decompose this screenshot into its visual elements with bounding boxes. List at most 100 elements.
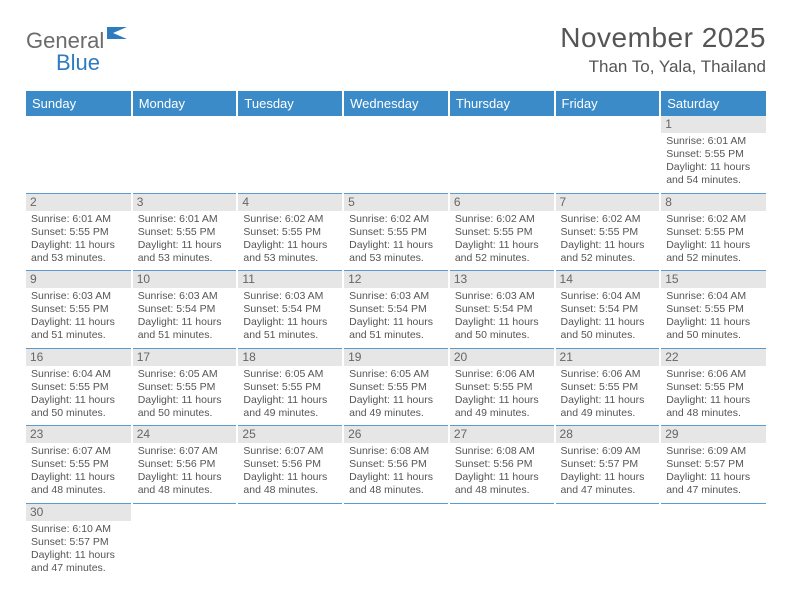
daylight-text: Daylight: 11 hours and 53 minutes.: [138, 239, 232, 265]
calendar-day: 16Sunrise: 6:04 AMSunset: 5:55 PMDayligh…: [26, 348, 132, 426]
calendar-day-empty: [555, 503, 661, 580]
calendar-day: 14Sunrise: 6:04 AMSunset: 5:54 PMDayligh…: [555, 271, 661, 349]
sunset-text: Sunset: 5:57 PM: [561, 458, 655, 471]
day-number: 13: [450, 271, 554, 288]
calendar-day: 9Sunrise: 6:03 AMSunset: 5:55 PMDaylight…: [26, 271, 132, 349]
sunset-text: Sunset: 5:56 PM: [243, 458, 337, 471]
sunset-text: Sunset: 5:54 PM: [455, 303, 549, 316]
calendar-day: 24Sunrise: 6:07 AMSunset: 5:56 PMDayligh…: [132, 426, 238, 504]
sunrise-text: Sunrise: 6:09 AM: [561, 445, 655, 458]
day-number: 27: [450, 426, 554, 443]
sunset-text: Sunset: 5:56 PM: [349, 458, 443, 471]
sunset-text: Sunset: 5:55 PM: [561, 381, 655, 394]
calendar-day: 5Sunrise: 6:02 AMSunset: 5:55 PMDaylight…: [343, 193, 449, 271]
sunrise-text: Sunrise: 6:05 AM: [243, 368, 337, 381]
calendar-day: 29Sunrise: 6:09 AMSunset: 5:57 PMDayligh…: [660, 426, 766, 504]
sunrise-text: Sunrise: 6:07 AM: [138, 445, 232, 458]
day-number: 29: [661, 426, 766, 443]
sunrise-text: Sunrise: 6:03 AM: [138, 290, 232, 303]
calendar-day-empty: [343, 503, 449, 580]
sunset-text: Sunset: 5:56 PM: [455, 458, 549, 471]
sunrise-text: Sunrise: 6:04 AM: [561, 290, 655, 303]
calendar-day: 25 Sunrise: 6:07 AMSunset: 5:56 PMDayligh…: [237, 426, 343, 504]
calendar-day: 13Sunrise: 6:03 AMSunset: 5:54 PMDayligh…: [449, 271, 555, 349]
sunset-text: Sunset: 5:55 PM: [31, 226, 126, 239]
sunset-text: Sunset: 5:55 PM: [561, 226, 655, 239]
daylight-text: Daylight: 11 hours and 51 minutes.: [31, 316, 126, 342]
calendar-week: 2Sunrise: 6:01 AMSunset: 5:55 PMDaylight…: [26, 193, 766, 271]
daylight-text: Daylight: 11 hours and 51 minutes.: [138, 316, 232, 342]
day-number: 15: [661, 271, 766, 288]
daylight-text: Daylight: 11 hours and 47 minutes.: [561, 471, 655, 497]
calendar-day: 11Sunrise: 6:03 AMSunset: 5:54 PMDayligh…: [237, 271, 343, 349]
calendar-day: 8Sunrise: 6:02 AMSunset: 5:55 PMDaylight…: [660, 193, 766, 271]
calendar-body: 1Sunrise: 6:01 AMSunset: 5:55 PMDaylight…: [26, 116, 766, 580]
calendar-day: 22Sunrise: 6:06 AMSunset: 5:55 PMDayligh…: [660, 348, 766, 426]
daylight-text: Daylight: 11 hours and 53 minutes.: [349, 239, 443, 265]
sunset-text: Sunset: 5:55 PM: [31, 458, 126, 471]
daylight-text: Daylight: 11 hours and 47 minutes.: [31, 549, 126, 575]
sunset-text: Sunset: 5:55 PM: [349, 226, 443, 239]
sunset-text: Sunset: 5:55 PM: [243, 226, 337, 239]
calendar-day-empty: [132, 503, 238, 580]
calendar-day: 4Sunrise: 6:02 AMSunset: 5:55 PMDaylight…: [237, 193, 343, 271]
sunset-text: Sunset: 5:57 PM: [666, 458, 761, 471]
sunset-text: Sunset: 5:55 PM: [455, 381, 549, 394]
calendar-day: 19Sunrise: 6:05 AMSunset: 5:55 PMDayligh…: [343, 348, 449, 426]
calendar-day-empty: [660, 503, 766, 580]
sunset-text: Sunset: 5:55 PM: [138, 226, 232, 239]
calendar-day-empty: [449, 116, 555, 193]
daylight-text: Daylight: 11 hours and 48 minutes.: [349, 471, 443, 497]
sunset-text: Sunset: 5:55 PM: [31, 303, 126, 316]
daylight-text: Daylight: 11 hours and 49 minutes.: [243, 394, 337, 420]
weekday-row: SundayMondayTuesdayWednesdayThursdayFrid…: [26, 91, 766, 116]
daylight-text: Daylight: 11 hours and 54 minutes.: [666, 161, 761, 187]
daylight-text: Daylight: 11 hours and 48 minutes.: [243, 471, 337, 497]
calendar-day: 27Sunrise: 6:08 AMSunset: 5:56 PMDayligh…: [449, 426, 555, 504]
day-number: 20: [450, 349, 554, 366]
title-block: November 2025 Than To, Yala, Thailand: [560, 22, 766, 77]
sunset-text: Sunset: 5:55 PM: [666, 148, 761, 161]
calendar-day: 30Sunrise: 6:10 AMSunset: 5:57 PMDayligh…: [26, 503, 132, 580]
day-number: 25: [238, 426, 342, 443]
day-number: 9: [26, 271, 131, 288]
weekday-header: Tuesday: [237, 91, 343, 116]
day-number: 11: [238, 271, 342, 288]
calendar-day: 17Sunrise: 6:05 AMSunset: 5:55 PMDayligh…: [132, 348, 238, 426]
sunset-text: Sunset: 5:55 PM: [666, 226, 761, 239]
daylight-text: Daylight: 11 hours and 48 minutes.: [138, 471, 232, 497]
calendar-day-empty: [26, 116, 132, 193]
day-number: 19: [344, 349, 448, 366]
location-text: Than To, Yala, Thailand: [560, 57, 766, 77]
calendar-day-empty: [343, 116, 449, 193]
sunset-text: Sunset: 5:56 PM: [138, 458, 232, 471]
daylight-text: Daylight: 11 hours and 53 minutes.: [243, 239, 337, 265]
calendar-day-empty: [237, 503, 343, 580]
sunrise-text: Sunrise: 6:07 AM: [243, 445, 337, 458]
weekday-header: Friday: [555, 91, 661, 116]
logo-flag-icon: [107, 25, 129, 41]
sunrise-text: Sunrise: 6:04 AM: [31, 368, 126, 381]
sunset-text: Sunset: 5:55 PM: [349, 381, 443, 394]
day-number: 30: [26, 504, 131, 521]
day-number: 10: [133, 271, 237, 288]
calendar-day: 20Sunrise: 6:06 AMSunset: 5:55 PMDayligh…: [449, 348, 555, 426]
sunset-text: Sunset: 5:55 PM: [31, 381, 126, 394]
calendar-day: 10Sunrise: 6:03 AMSunset: 5:54 PMDayligh…: [132, 271, 238, 349]
sunrise-text: Sunrise: 6:01 AM: [138, 213, 232, 226]
daylight-text: Daylight: 11 hours and 48 minutes.: [666, 394, 761, 420]
day-number: 28: [556, 426, 660, 443]
day-number: 26: [344, 426, 448, 443]
sunrise-text: Sunrise: 6:07 AM: [31, 445, 126, 458]
calendar-day-empty: [237, 116, 343, 193]
day-number: 5: [344, 194, 448, 211]
daylight-text: Daylight: 11 hours and 49 minutes.: [455, 394, 549, 420]
daylight-text: Daylight: 11 hours and 49 minutes.: [561, 394, 655, 420]
sunrise-text: Sunrise: 6:01 AM: [666, 135, 761, 148]
calendar-day: 15Sunrise: 6:04 AMSunset: 5:55 PMDayligh…: [660, 271, 766, 349]
weekday-header: Sunday: [26, 91, 132, 116]
daylight-text: Daylight: 11 hours and 52 minutes.: [561, 239, 655, 265]
calendar-day-empty: [449, 503, 555, 580]
sunrise-text: Sunrise: 6:02 AM: [561, 213, 655, 226]
day-number: 12: [344, 271, 448, 288]
